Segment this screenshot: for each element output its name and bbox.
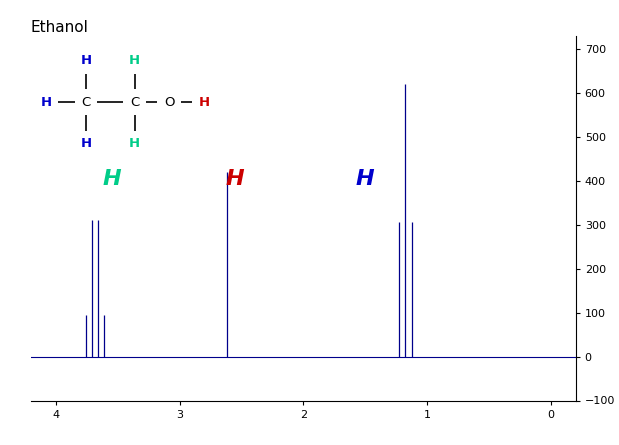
Text: O: O — [164, 96, 175, 109]
Text: C: C — [130, 96, 139, 109]
Text: H: H — [129, 138, 140, 150]
Text: H: H — [198, 96, 209, 109]
Text: H: H — [80, 54, 92, 67]
Text: H: H — [356, 170, 374, 190]
Text: C: C — [82, 96, 90, 109]
Text: H: H — [226, 170, 245, 190]
Text: H: H — [102, 170, 121, 190]
Text: Ethanol: Ethanol — [31, 20, 89, 35]
Text: H: H — [41, 96, 52, 109]
Text: H: H — [129, 54, 140, 67]
Text: H: H — [80, 138, 92, 150]
